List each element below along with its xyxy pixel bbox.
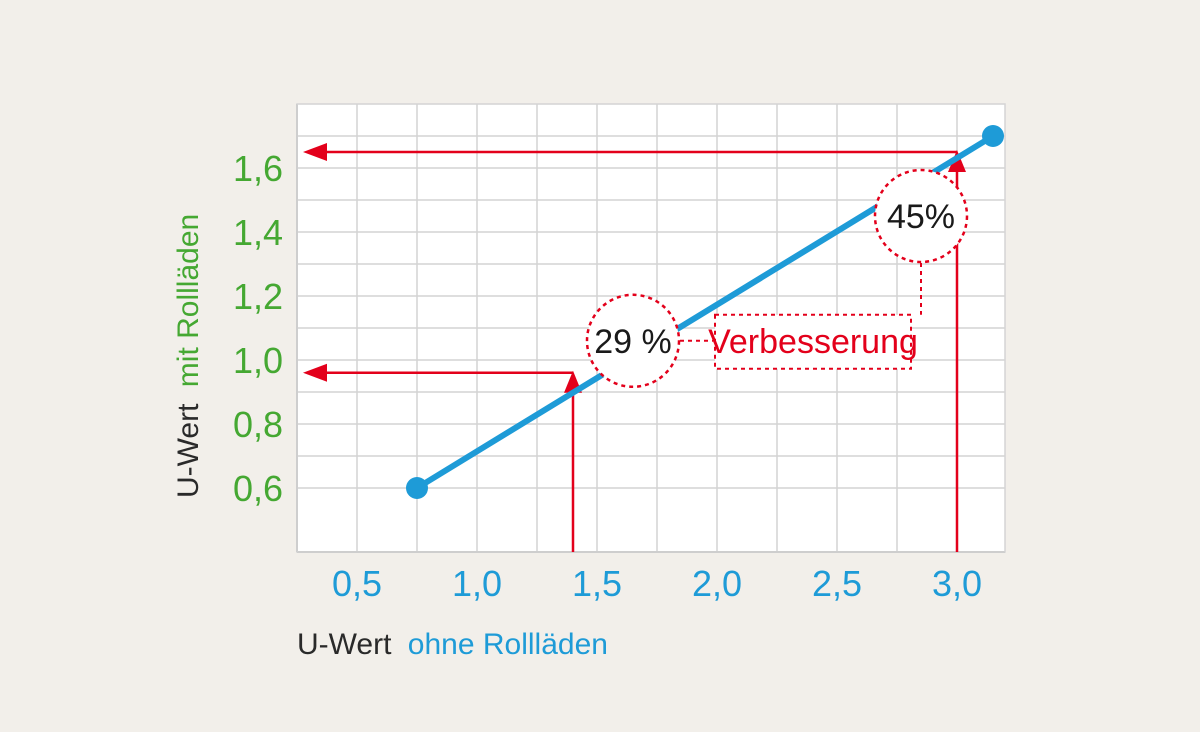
y-tick-label: 1,4 [233,212,283,253]
axes [296,103,1006,553]
callout-box [714,313,912,370]
y-tick-labels: 0,6 0,8 1,0 1,2 1,4 1,6 [233,148,283,509]
x-tick-label: 3,0 [932,563,982,604]
y-tick-label: 1,6 [233,148,283,189]
bubble-label: 45% [887,198,955,236]
x-axis-title: U-Wert ohne Rollläden [297,628,608,661]
x-tick-label: 2,0 [692,563,742,604]
y-axis-title-dark: U-Wert [172,403,205,498]
y-axis-title: U-Wert mit Rollläden [172,214,205,498]
data-point [982,125,1004,147]
callout-label: Verbesserung [708,323,918,361]
arrow-head-left [303,143,327,161]
annotations: 29 % 45% Verbesserung [585,168,969,389]
y-tick-label: 1,0 [233,340,283,381]
y-axis-title-color: mit Rollläden [172,214,205,387]
y-tick-label: 0,6 [233,468,283,509]
bubble-label: 29 % [594,323,672,361]
y-tick-label: 1,2 [233,276,283,317]
y-tick-label: 0,8 [233,404,283,445]
arrow-head-left [303,363,327,382]
percent-bubble [585,293,681,389]
x-axis-title-color: ohne Rollläden [408,628,608,661]
x-tick-label: 1,0 [452,563,502,604]
x-tick-label: 0,5 [332,563,382,604]
x-tick-label: 1,5 [572,563,622,604]
plot-frame [296,103,1006,553]
x-axis-title-dark: U-Wert [297,628,392,661]
x-tick-label: 2,5 [812,563,862,604]
data-point [406,477,428,499]
percent-bubble [873,168,969,264]
x-tick-labels: 0,5 1,0 1,5 2,0 2,5 3,0 [332,563,982,604]
lookup-arrows [303,143,966,552]
